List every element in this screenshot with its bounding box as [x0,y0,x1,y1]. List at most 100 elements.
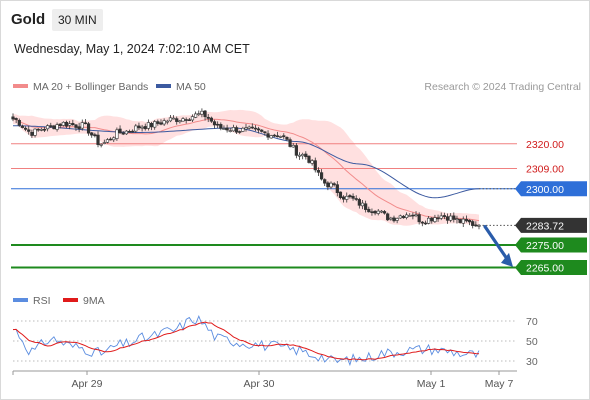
candle [80,119,84,131]
candle [266,130,270,140]
candle [20,124,25,129]
level-label: 2309.00 [526,164,564,176]
report-datetime: Wednesday, May 1, 2024 7:02:10 AM CET [14,42,250,56]
x-tick-label: Apr 29 [72,378,103,390]
candle [373,210,377,216]
legend-rsi-label: RSI [33,295,51,307]
candle-body [323,179,327,184]
instrument-title: Gold [11,11,46,28]
legend-ma20-label: MA 20 + Bollinger Bands [33,81,148,93]
level-tag [515,260,587,275]
candle-body [241,127,245,132]
candle [427,215,431,225]
candle-body [379,210,383,213]
candle [187,118,191,121]
candle-body [222,128,226,130]
candle-body [80,122,84,129]
candle-body [395,218,399,221]
candle-body [225,127,229,131]
candle [206,114,210,123]
candle [392,215,396,223]
candle [109,137,113,141]
candle-body [335,184,339,193]
candle-body [124,130,128,135]
level-tag [515,217,587,233]
candle [420,220,424,227]
candle [115,127,119,141]
candle [99,143,103,148]
candle [168,114,173,123]
candle [404,212,409,220]
candle-body [360,202,365,207]
candle-body [370,211,374,213]
candle-body [474,224,478,227]
candle [423,220,428,225]
candle [222,125,226,130]
candle-body [354,198,358,200]
candle [244,123,248,132]
candle [121,131,125,136]
candle [36,128,40,132]
candle-body [234,127,239,133]
candle-body [14,118,18,120]
candle-body [83,122,88,125]
candle [46,124,50,132]
level-label: 2283.72 [526,220,564,232]
level-label: 2320.00 [526,139,564,151]
candle-body [131,130,135,133]
candle-body [436,217,440,220]
candle-body [200,110,204,115]
candle-body [458,219,462,223]
candle [253,125,258,132]
candle-body [231,127,236,132]
legend-9ma-swatch [63,298,78,302]
candle [464,215,469,223]
candle-body [27,129,31,132]
candle [146,119,150,131]
candle-body [427,217,431,224]
candle-body [461,218,465,224]
rsi-tick-label: 50 [526,336,538,348]
candle [250,123,254,130]
candle [291,143,295,148]
candle [83,119,88,125]
candle-body [96,134,100,145]
candle-body [439,215,443,219]
x-axis: Apr 29 Apr 30 May 1 May 7 [12,370,517,390]
candle [338,191,343,200]
candle [455,215,459,224]
candle-body [288,139,292,147]
candle [376,209,380,216]
candle [304,151,308,160]
candle [127,129,132,133]
candle-body [46,125,50,130]
forecast-arrow [483,224,513,267]
candle [342,195,346,203]
candle [212,119,217,129]
candle-body [250,126,254,129]
candle [90,131,94,138]
candle-body [209,117,213,122]
candle-body [282,135,286,137]
candle [389,216,393,221]
candle-body [143,126,147,130]
candle-body [445,216,450,221]
candle-body [433,217,437,222]
candle [216,121,220,128]
timeframe-badge[interactable]: 30 MIN [52,9,103,31]
candle [386,212,390,222]
candle [439,212,443,221]
candle [86,122,91,136]
candle [219,122,223,131]
candle [234,125,239,135]
candle-body [134,125,138,132]
legend-9ma-label: 9MA [83,295,105,307]
candle-body [11,116,15,120]
level-labels: 2320.00 2309.00 2300.00 2283.72 2275.00 2265.… [515,139,587,275]
candle [364,200,368,213]
candle-body [279,136,283,138]
candle-body [86,123,91,134]
candle-body [398,215,402,219]
candle-body [162,120,166,125]
candle-body [118,128,122,134]
